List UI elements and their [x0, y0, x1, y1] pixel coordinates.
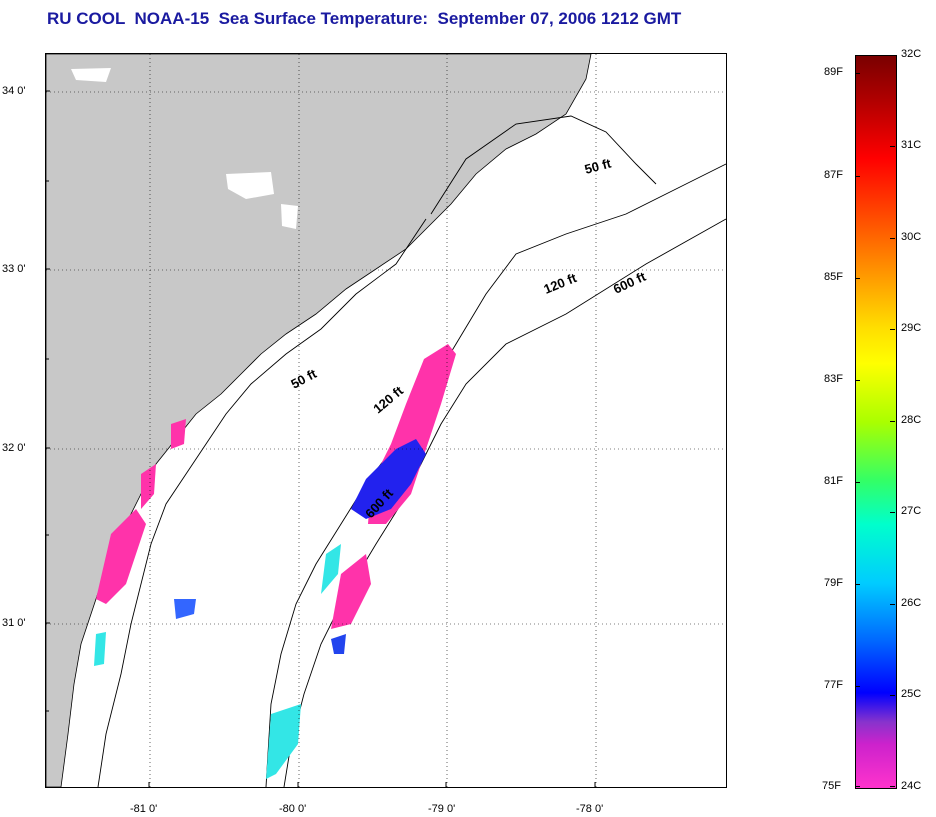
lake	[71, 68, 111, 82]
sst-patch-cyan	[266, 704, 301, 779]
colorbar-celsius-label: 25C	[901, 688, 922, 700]
colorbar-fahrenheit-label: 83F	[824, 373, 843, 385]
lat-label: 33 0'	[2, 263, 26, 275]
colorbar-celsius-label: 30C	[901, 231, 922, 243]
sst-patch-blue	[174, 599, 196, 619]
colorbar-fahrenheit-label: 85F	[824, 271, 843, 283]
colorbar-fahrenheit-label: 75F	[822, 780, 841, 792]
colorbar-celsius-label: 31C	[901, 139, 922, 151]
sst-map: 50 ft 50 ft 120 ft 120 ft 600 ft 600 ft	[45, 53, 727, 788]
lat-label: 31 0'	[2, 617, 26, 629]
land-area	[46, 54, 592, 787]
map-canvas: 50 ft 50 ft 120 ft 120 ft 600 ft 600 ft	[46, 54, 726, 787]
colorbar-fahrenheit-label: 81F	[824, 475, 843, 487]
lat-label: 34 0'	[2, 85, 26, 97]
sst-patch-pink	[331, 554, 371, 629]
lon-label: -81 0'	[130, 803, 158, 815]
lon-label: -79 0'	[428, 803, 456, 815]
sst-patch-pink	[141, 464, 156, 509]
map-title: RU COOL NOAA-15 Sea Surface Temperature:…	[47, 9, 682, 28]
colorbar-celsius-label: 24C	[901, 780, 922, 792]
lake	[281, 204, 298, 229]
colorbar-celsius-label: 27C	[901, 505, 922, 517]
lon-label: -78 0'	[576, 803, 604, 815]
colorbar-celsius-label: 29C	[901, 322, 922, 334]
contour-50ft	[97, 115, 657, 787]
sst-patch-blue	[351, 439, 426, 519]
sst-patch-cyan	[321, 544, 341, 594]
colorbar-celsius-label: 26C	[901, 597, 922, 609]
colorbar-fahrenheit-label: 77F	[824, 679, 843, 691]
sst-patch-cyan	[94, 632, 106, 666]
colorbar-fahrenheit-label: 87F	[824, 169, 843, 181]
sst-patch-pink	[96, 509, 146, 604]
lat-label: 32 0'	[2, 442, 26, 454]
sst-patch-pink	[171, 419, 186, 449]
map-graticule	[46, 54, 726, 787]
contour-label: 50 ft	[583, 155, 613, 177]
colorbar-celsius-label: 28C	[901, 414, 922, 426]
temperature-colorbar	[855, 55, 897, 789]
sst-patch-blue	[331, 634, 346, 654]
colorbar-fahrenheit-label: 79F	[824, 577, 843, 589]
lake	[226, 172, 274, 199]
colorbar-fahrenheit-label: 89F	[824, 66, 843, 78]
lon-label: -80 0'	[279, 803, 307, 815]
colorbar-celsius-label: 32C	[901, 48, 922, 60]
